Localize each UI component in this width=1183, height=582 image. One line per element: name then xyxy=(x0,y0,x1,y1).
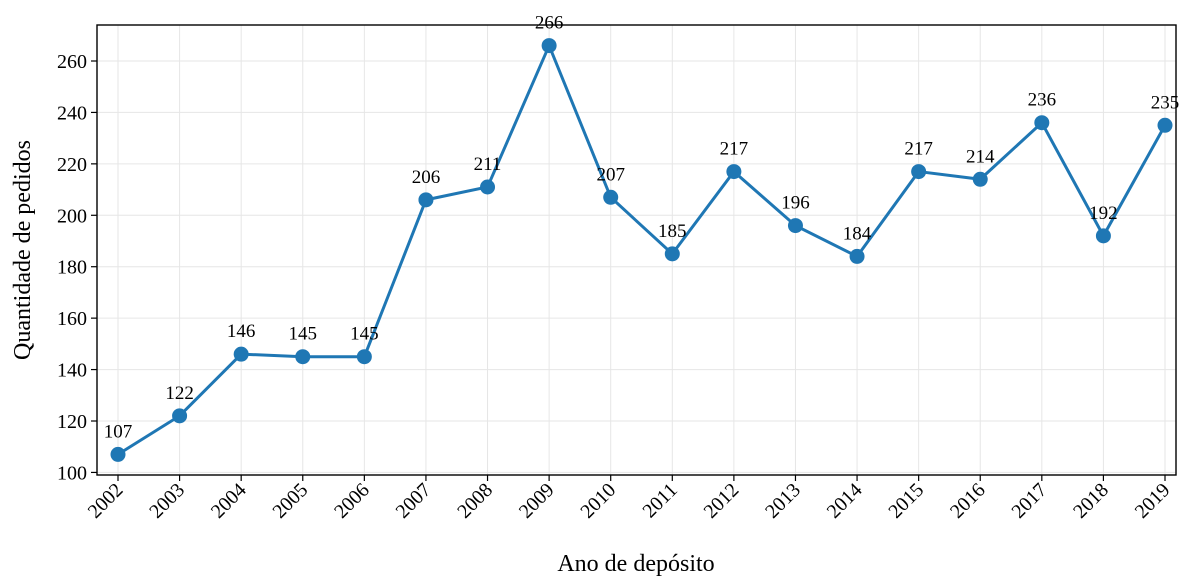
x-tick-label: 2015 xyxy=(884,479,928,523)
point xyxy=(664,246,680,262)
x-tick-label: 2002 xyxy=(84,479,128,523)
x-tick-label: 2008 xyxy=(453,479,497,523)
point xyxy=(110,446,126,462)
point xyxy=(849,248,865,264)
point xyxy=(356,349,372,365)
data-label: 207 xyxy=(596,164,625,185)
x-tick-label: 2018 xyxy=(1069,479,1113,523)
x-tick-label: 2019 xyxy=(1131,479,1175,523)
point xyxy=(541,38,557,54)
y-tick-label: 200 xyxy=(57,205,87,227)
y-tick-label: 100 xyxy=(57,462,87,484)
point xyxy=(418,192,434,208)
x-tick-label: 2014 xyxy=(823,479,867,523)
y-tick-label: 180 xyxy=(57,257,87,279)
data-label: 184 xyxy=(843,223,872,244)
point xyxy=(233,346,249,362)
data-label: 235 xyxy=(1151,92,1180,113)
data-label: 236 xyxy=(1028,90,1057,111)
data-label: 185 xyxy=(658,221,687,242)
y-tick-label: 160 xyxy=(57,308,87,330)
point xyxy=(972,171,988,187)
point xyxy=(726,164,742,180)
x-tick-label: 2012 xyxy=(700,479,744,523)
data-label: 145 xyxy=(350,324,379,345)
data-label: 146 xyxy=(227,321,256,342)
point xyxy=(480,179,496,195)
point xyxy=(911,164,927,180)
point xyxy=(1157,117,1173,133)
line xyxy=(117,41,1167,456)
data-label: 122 xyxy=(165,383,194,404)
x-tick-label: 2003 xyxy=(145,479,189,523)
point xyxy=(295,349,311,365)
x-tick-label: 2016 xyxy=(946,479,990,523)
y-axis-label: Quantidade de pedidos xyxy=(10,140,36,360)
x-tick-label: 2006 xyxy=(330,479,374,523)
point xyxy=(1034,115,1050,131)
x-tick-label: 2007 xyxy=(392,479,436,523)
x-tick-label: 2013 xyxy=(761,479,805,523)
x-tick-label: 2004 xyxy=(207,479,251,523)
data-label: 266 xyxy=(535,13,564,34)
point xyxy=(603,189,619,205)
y-tick-label: 260 xyxy=(57,51,87,73)
plot-frame xyxy=(96,24,1177,476)
data-label: 217 xyxy=(720,139,749,160)
data-label: 192 xyxy=(1089,203,1118,224)
point xyxy=(787,218,803,234)
y-tick-label: 220 xyxy=(57,154,87,176)
x-tick-label: 2009 xyxy=(515,479,559,523)
point xyxy=(1095,228,1111,244)
point xyxy=(172,408,188,424)
data-label: 217 xyxy=(904,139,933,160)
data-label: 196 xyxy=(781,193,810,214)
data-label: 107 xyxy=(104,421,133,442)
x-axis-label: Ano de depósito xyxy=(557,551,714,577)
y-tick-label: 240 xyxy=(57,102,87,124)
data-label: 214 xyxy=(966,146,995,167)
x-tick-label: 2005 xyxy=(268,479,312,523)
data-label: 145 xyxy=(289,324,318,345)
y-tick-label: 120 xyxy=(57,411,87,433)
data-label: 206 xyxy=(412,167,441,188)
x-tick-label: 2011 xyxy=(639,479,682,522)
x-tick-label: 2010 xyxy=(576,479,620,523)
data-label: 211 xyxy=(474,154,502,175)
x-tick-label: 2017 xyxy=(1008,479,1052,523)
y-tick-label: 140 xyxy=(57,360,87,382)
